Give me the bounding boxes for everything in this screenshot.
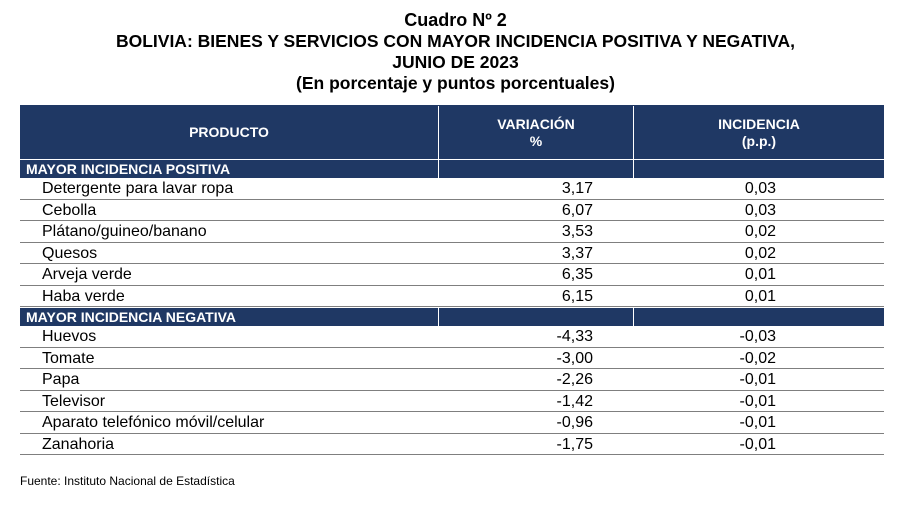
cell-incidencia: -0,01 <box>739 435 776 453</box>
cell-variacion: -3,00 <box>556 349 593 367</box>
table-title: BOLIVIA: BIENES Y SERVICIOS CON MAYOR IN… <box>115 31 796 51</box>
cell-producto: Plátano/guineo/banano <box>42 223 207 240</box>
positive-rows: Detergente para lavar ropa 3,17 0,03 Ceboll… <box>20 178 884 307</box>
header-producto: PRODUCTO <box>189 124 269 140</box>
cell-producto: Huevos <box>42 328 97 345</box>
header-incidencia: INCIDENCIA (p.p.) <box>633 106 884 159</box>
cell-variacion: 6,07 <box>561 201 593 219</box>
section-positive-label: MAYOR INCIDENCIA POSITIVA <box>26 161 231 177</box>
section-negative-label: MAYOR INCIDENCIA NEGATIVA <box>26 309 237 325</box>
table-title-date: JUNIO DE 2023 <box>392 52 519 72</box>
cell-producto: Detergente para lavar ropa <box>42 180 234 197</box>
cell-variacion: -0,96 <box>556 414 593 431</box>
cell-incidencia: 0,01 <box>744 266 776 283</box>
table-title-block: Cuadro Nº 2 BOLIVIA: BIENES Y SERVICIOS … <box>0 10 911 94</box>
cell-incidencia: -0,01 <box>739 414 776 431</box>
negative-rows: Huevos -4,33 -0,03 Tomate -3,00 -0,02 Papa -2,2… <box>20 326 884 455</box>
cell-variacion: -1,42 <box>556 392 593 410</box>
cell-variacion: -4,33 <box>556 328 593 345</box>
cell-incidencia: -0,01 <box>739 371 776 388</box>
table-row: Aparato telefónico móvil/celular -0,96 -0,… <box>20 412 884 434</box>
cell-producto: Aparato telefónico móvil/celular <box>42 414 265 431</box>
table-row: Huevos -4,33 -0,03 <box>20 326 884 348</box>
table-row: Zanahoria -1,75 -0,01 <box>20 434 884 455</box>
cell-incidencia: 0,03 <box>744 201 776 219</box>
cell-producto: Cebolla <box>42 201 97 219</box>
header-incidencia-label: INCIDENCIA <box>718 115 800 132</box>
table-row: Arveja verde 6,35 0,01 <box>20 264 884 286</box>
table-row: Cebolla 6,07 0,03 <box>20 200 884 221</box>
table-units: (En porcentaje y puntos porcentuales) <box>296 73 615 93</box>
cell-variacion: -1,75 <box>556 435 593 453</box>
table-header: PRODUCTO VARIACIÓN% INCIDENCIA (p.p.) <box>20 105 884 159</box>
cell-producto: Haba verde <box>42 287 125 305</box>
header-variacion: VARIACIÓN% <box>438 106 633 159</box>
header-variacion-unit: % <box>529 132 543 149</box>
cell-producto: Tomate <box>42 349 95 367</box>
table-row: Papa -2,26 -0,01 <box>20 369 884 391</box>
cell-incidencia: 0,03 <box>744 180 776 197</box>
cell-incidencia: -0,03 <box>739 328 776 345</box>
cell-variacion: 3,53 <box>561 223 593 240</box>
incidence-table: PRODUCTO VARIACIÓN% INCIDENCIA (p.p.) MAY… <box>20 105 884 455</box>
table-row: Plátano/guineo/banano 3,53 0,02 <box>20 221 884 243</box>
cell-variacion: 3,37 <box>561 244 593 262</box>
cell-incidencia: 0,02 <box>744 244 776 262</box>
cell-variacion: 6,15 <box>561 287 593 305</box>
section-negative: MAYOR INCIDENCIA NEGATIVA <box>20 307 884 326</box>
cell-producto: Arveja verde <box>42 266 132 283</box>
table-row: Haba verde 6,15 0,01 <box>20 286 884 307</box>
cell-variacion: 6,35 <box>561 266 593 283</box>
cell-variacion: 3,17 <box>561 180 593 197</box>
cell-incidencia: 0,01 <box>744 287 776 305</box>
table-number: Cuadro Nº 2 <box>404 10 507 30</box>
cell-producto: Papa <box>42 371 80 388</box>
header-incidencia-unit: (p.p.) <box>741 132 777 149</box>
table-row: Detergente para lavar ropa 3,17 0,03 <box>20 178 884 200</box>
cell-variacion: -2,26 <box>556 371 593 388</box>
cell-producto: Zanahoria <box>42 435 115 453</box>
cell-incidencia: -0,01 <box>739 392 776 410</box>
source-note: Fuente: Instituto Nacional de Estadístic… <box>20 474 235 488</box>
cell-incidencia: -0,02 <box>739 349 776 367</box>
table-row: Tomate -3,00 -0,02 <box>20 348 884 369</box>
table-row: Quesos 3,37 0,02 <box>20 243 884 264</box>
section-positive: MAYOR INCIDENCIA POSITIVA <box>20 159 884 178</box>
cell-producto: Quesos <box>42 244 98 262</box>
header-variacion-label: VARIACIÓN <box>497 115 575 132</box>
cell-producto: Televisor <box>42 392 106 410</box>
table-row: Televisor -1,42 -0,01 <box>20 391 884 412</box>
cell-incidencia: 0,02 <box>744 223 776 240</box>
